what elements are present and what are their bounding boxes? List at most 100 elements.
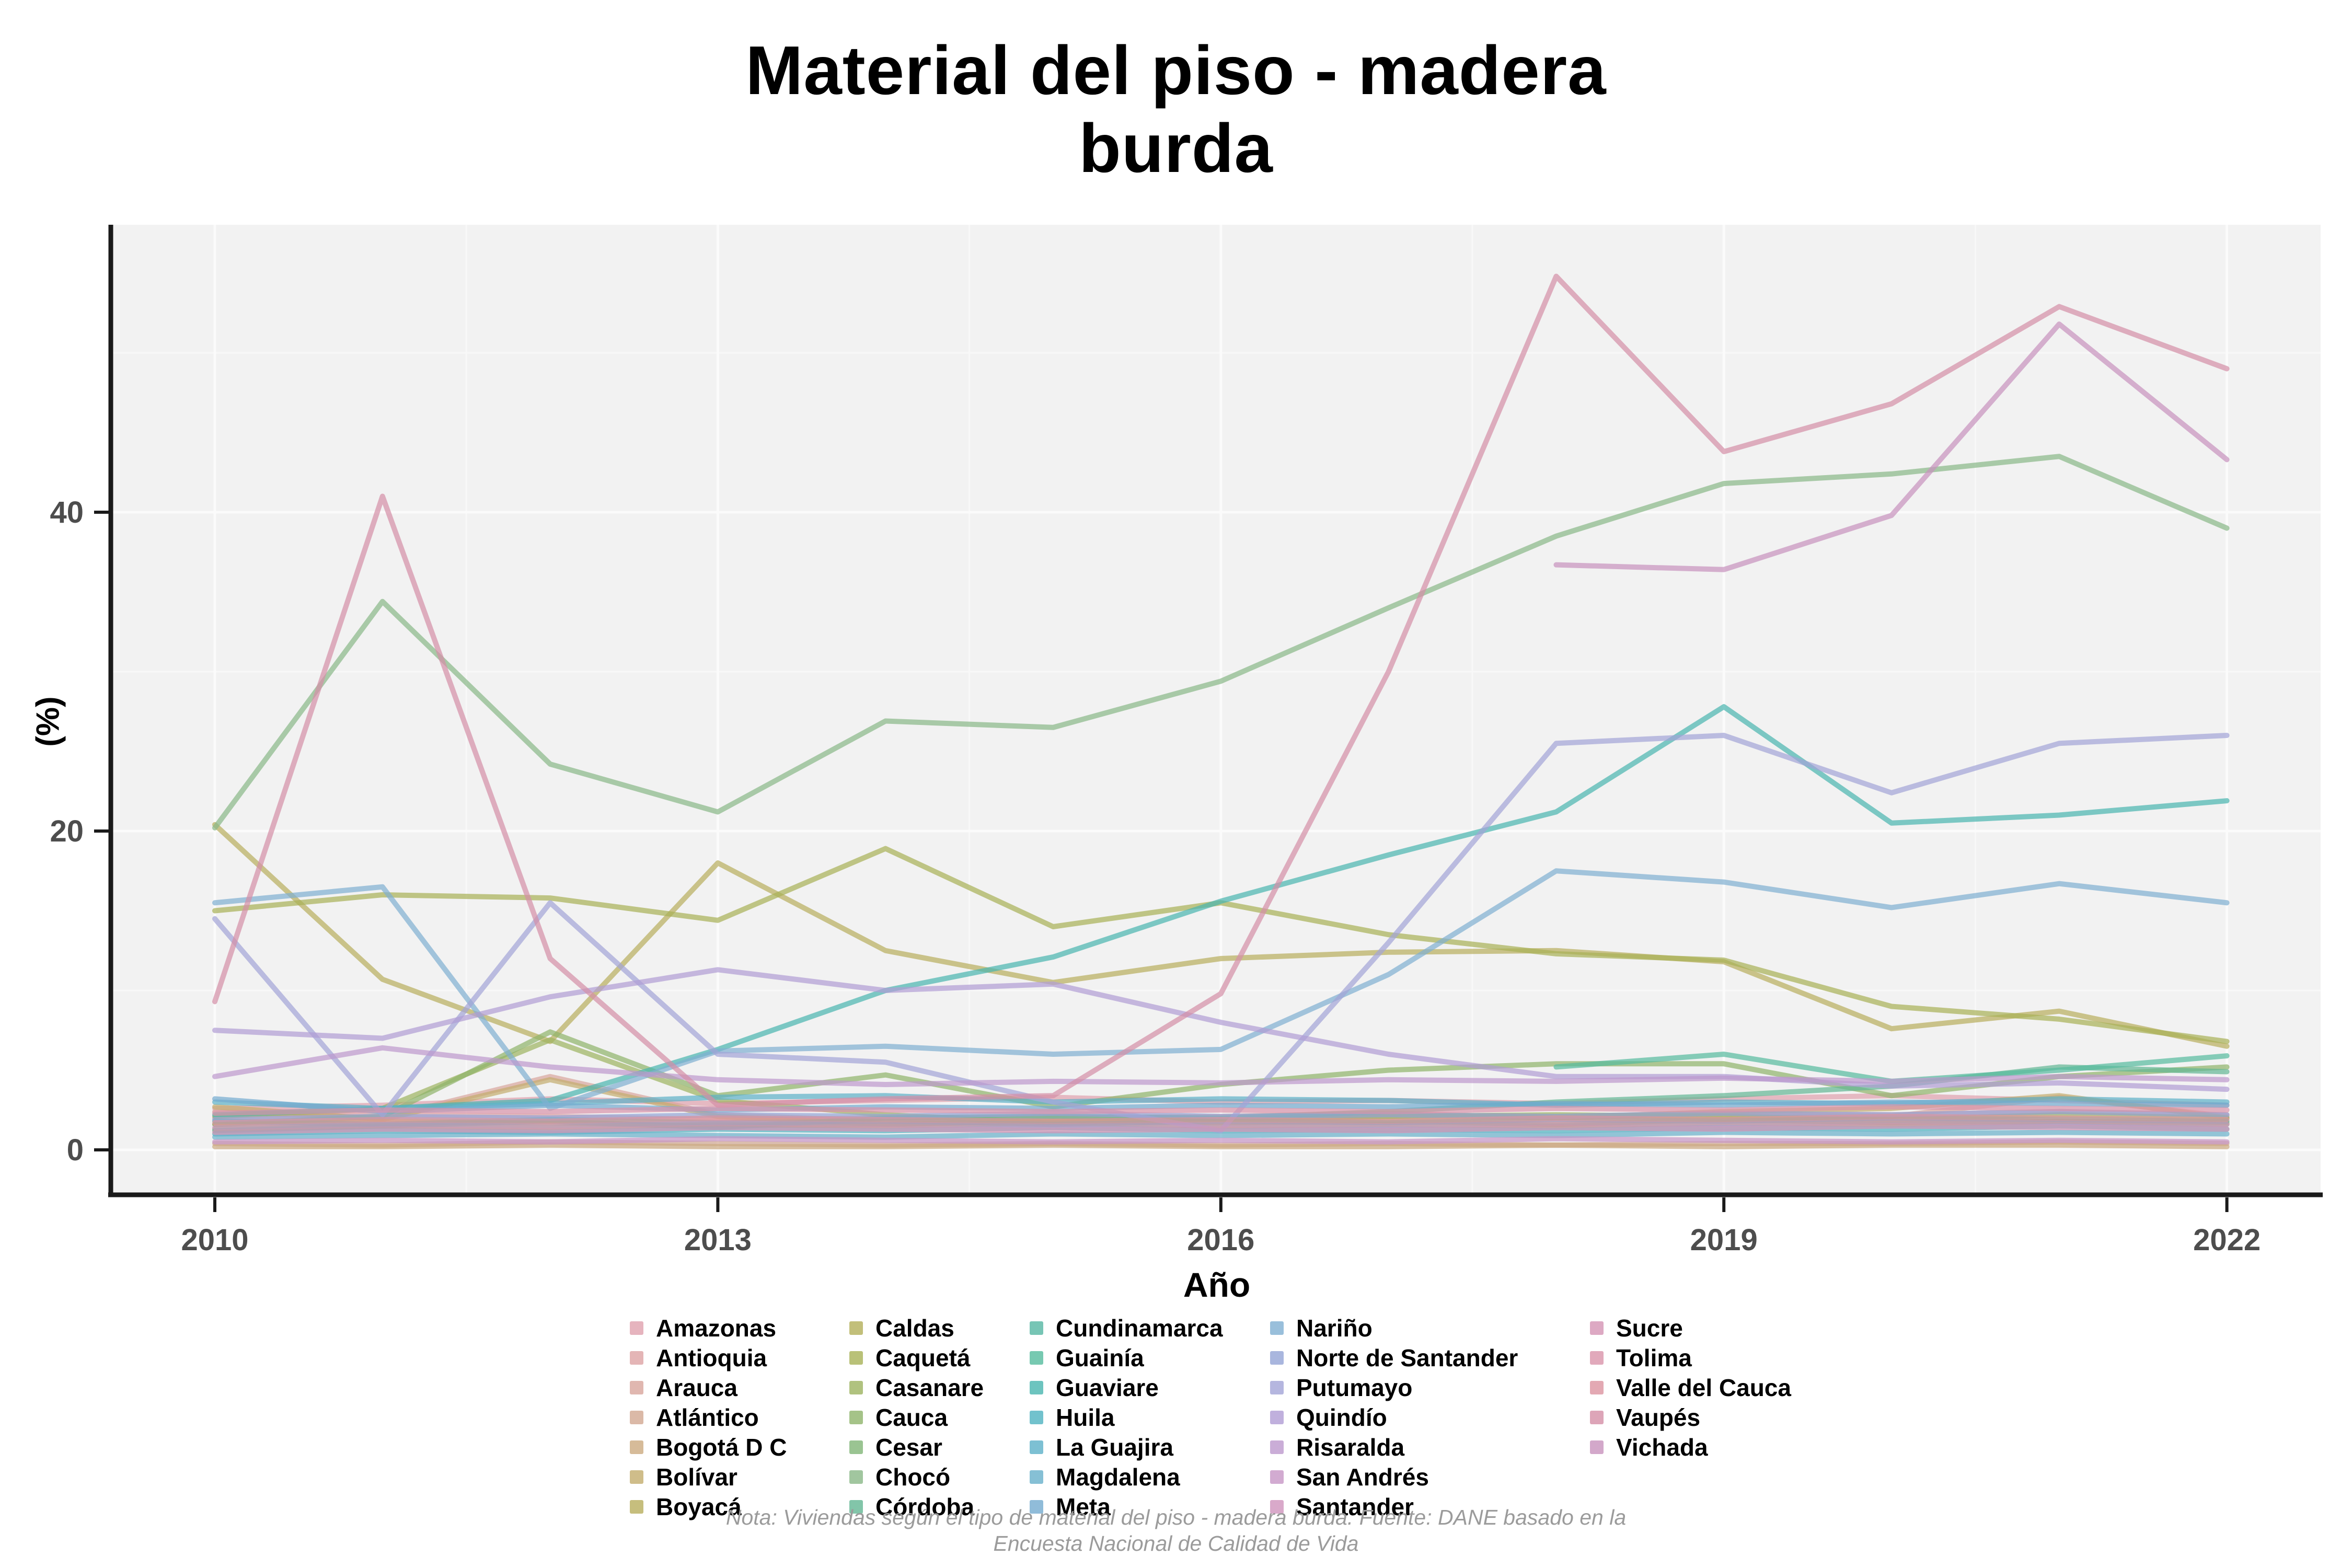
legend-label: Córdoba xyxy=(875,1493,975,1520)
legend-label: Huila xyxy=(1056,1403,1115,1431)
y-tick-label: 0 xyxy=(67,1133,84,1167)
y-axis-title: (%) xyxy=(30,696,66,747)
y-tick-label: 20 xyxy=(50,814,84,848)
series-line-magdalena xyxy=(212,1129,2230,1140)
legend-swatch-icon xyxy=(1030,1440,1043,1454)
legend-swatch-icon xyxy=(630,1500,643,1514)
chart-title-line2: burda xyxy=(1079,110,1273,187)
x-tick-label: 2016 xyxy=(1187,1223,1254,1257)
series-line-nariño xyxy=(212,868,2230,1111)
legend-item-guaviare: Guaviare xyxy=(1030,1373,1270,1402)
legend-item-sucre: Sucre xyxy=(1590,1313,1815,1343)
legend-label: Norte de Santander xyxy=(1296,1344,1518,1371)
legend-label: Guaviare xyxy=(1056,1374,1159,1401)
legend-label: Tolima xyxy=(1616,1344,1692,1371)
legend-item-cauca: Cauca xyxy=(849,1402,1030,1432)
legend-swatch-icon xyxy=(630,1380,643,1394)
legend-swatch-icon xyxy=(1270,1470,1284,1484)
legend-item-quindío: Quindío xyxy=(1270,1402,1590,1432)
legend-swatch-icon xyxy=(630,1351,643,1365)
legend-label: Risaralda xyxy=(1296,1433,1405,1461)
legend-item-casanare: Casanare xyxy=(849,1373,1030,1402)
legend-swatch-icon xyxy=(849,1500,863,1514)
series-line-chocó xyxy=(212,454,2230,831)
legend-item-atlántico: Atlántico xyxy=(630,1402,849,1432)
legend-label: Guainía xyxy=(1056,1344,1144,1371)
legend-item-boyacá: Boyacá xyxy=(630,1492,849,1521)
legend-item-valle-del-cauca: Valle del Cauca xyxy=(1590,1373,1815,1402)
legend-label: Bolívar xyxy=(656,1463,737,1491)
legend-item-antioquia: Antioquia xyxy=(630,1343,849,1373)
series-line-san-andrés xyxy=(212,1136,2230,1145)
footnote: Nota: Viviendas según el tipo de materia… xyxy=(0,1504,2352,1557)
legend-swatch-icon xyxy=(1590,1321,1604,1335)
legend-item-nariño: Nariño xyxy=(1270,1313,1590,1343)
legend-item-bolívar: Bolívar xyxy=(630,1462,849,1492)
series-line-risaralda xyxy=(212,1045,2230,1087)
legend-label: Meta xyxy=(1056,1493,1111,1520)
legend-label: Vaupés xyxy=(1616,1403,1701,1431)
legend-swatch-icon xyxy=(1270,1351,1284,1365)
legend-label: Putumayo xyxy=(1296,1374,1413,1401)
legend-label: Sucre xyxy=(1616,1314,1683,1342)
legend-item-risaralda: Risaralda xyxy=(1270,1432,1590,1462)
legend-swatch-icon xyxy=(1270,1410,1284,1424)
legend-label: Casanare xyxy=(875,1374,984,1401)
legend-label: Quindío xyxy=(1296,1403,1387,1431)
legend-swatch-icon xyxy=(1030,1321,1043,1335)
legend-label: Cundinamarca xyxy=(1056,1314,1223,1342)
legend-item-caquetá: Caquetá xyxy=(849,1343,1030,1373)
legend-item-putumayo: Putumayo xyxy=(1270,1373,1590,1402)
legend-item-san-andrés: San Andrés xyxy=(1270,1462,1590,1492)
legend-label: Cauca xyxy=(875,1403,948,1431)
legend-swatch-icon xyxy=(1590,1410,1604,1424)
legend-label: Santander xyxy=(1296,1493,1414,1520)
legend-label: San Andrés xyxy=(1296,1463,1429,1491)
legend-label: Boyacá xyxy=(656,1493,742,1520)
legend-swatch-icon xyxy=(849,1321,863,1335)
legend-label: La Guajira xyxy=(1056,1433,1173,1461)
legend-swatch-icon xyxy=(630,1410,643,1424)
series-line-valle-del-cauca xyxy=(212,1113,2230,1126)
legend-item-norte-de-santander: Norte de Santander xyxy=(1270,1343,1590,1373)
legend-swatch-icon xyxy=(630,1440,643,1454)
chart-title: Material del piso - madera burda xyxy=(0,31,2352,187)
legend-item-vaupés: Vaupés xyxy=(1590,1402,1815,1432)
legend-label: Caquetá xyxy=(875,1344,971,1371)
legend-label: Vichada xyxy=(1616,1433,1708,1461)
legend-item-santander: Santander xyxy=(1270,1492,1590,1521)
legend-label: Arauca xyxy=(656,1374,737,1401)
legend-swatch-icon xyxy=(849,1410,863,1424)
plot-panel xyxy=(113,225,2321,1195)
legend-label: Magdalena xyxy=(1056,1463,1180,1491)
legend-swatch-icon xyxy=(1590,1380,1604,1394)
legend-item-caldas: Caldas xyxy=(849,1313,1030,1343)
legend-swatch-icon xyxy=(849,1440,863,1454)
legend-label: Valle del Cauca xyxy=(1616,1374,1791,1401)
y-tick-label: 40 xyxy=(50,495,84,529)
legend-swatch-icon xyxy=(1030,1410,1043,1424)
legend-swatch-icon xyxy=(1270,1380,1284,1394)
series-line-vaupés xyxy=(212,273,2230,1108)
footnote-line1: Nota: Viviendas según el tipo de materia… xyxy=(725,1505,1627,1529)
legend-item-córdoba: Córdoba xyxy=(849,1492,1030,1521)
chart-title-line1: Material del piso - madera xyxy=(745,32,1607,109)
legend-item-meta: Meta xyxy=(1030,1492,1270,1521)
legend-label: Atlántico xyxy=(656,1403,759,1431)
legend: Amazonas Antioquia Arauca Atlántico Bogotá D… xyxy=(630,1313,1815,1521)
x-tick-label: 2010 xyxy=(181,1223,248,1257)
legend-item-tolima: Tolima xyxy=(1590,1343,1815,1373)
legend-swatch-icon xyxy=(1030,1470,1043,1484)
series-line-santander xyxy=(212,1119,2230,1131)
series-line-quindío xyxy=(212,967,2230,1092)
legend-label: Nariño xyxy=(1296,1314,1373,1342)
legend-swatch-icon xyxy=(849,1470,863,1484)
legend-item-vichada: Vichada xyxy=(1590,1432,1815,1462)
legend-swatch-icon xyxy=(1270,1440,1284,1454)
legend-swatch-icon xyxy=(630,1470,643,1484)
legend-label: Caldas xyxy=(875,1314,954,1342)
legend-label: Bogotá D C xyxy=(656,1433,787,1461)
series-line-tolima xyxy=(212,1104,2230,1116)
legend-item-huila: Huila xyxy=(1030,1402,1270,1432)
legend-label: Cesar xyxy=(875,1433,942,1461)
